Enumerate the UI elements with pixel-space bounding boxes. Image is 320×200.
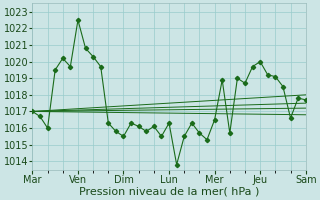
X-axis label: Pression niveau de la mer( hPa ): Pression niveau de la mer( hPa )	[79, 187, 259, 197]
